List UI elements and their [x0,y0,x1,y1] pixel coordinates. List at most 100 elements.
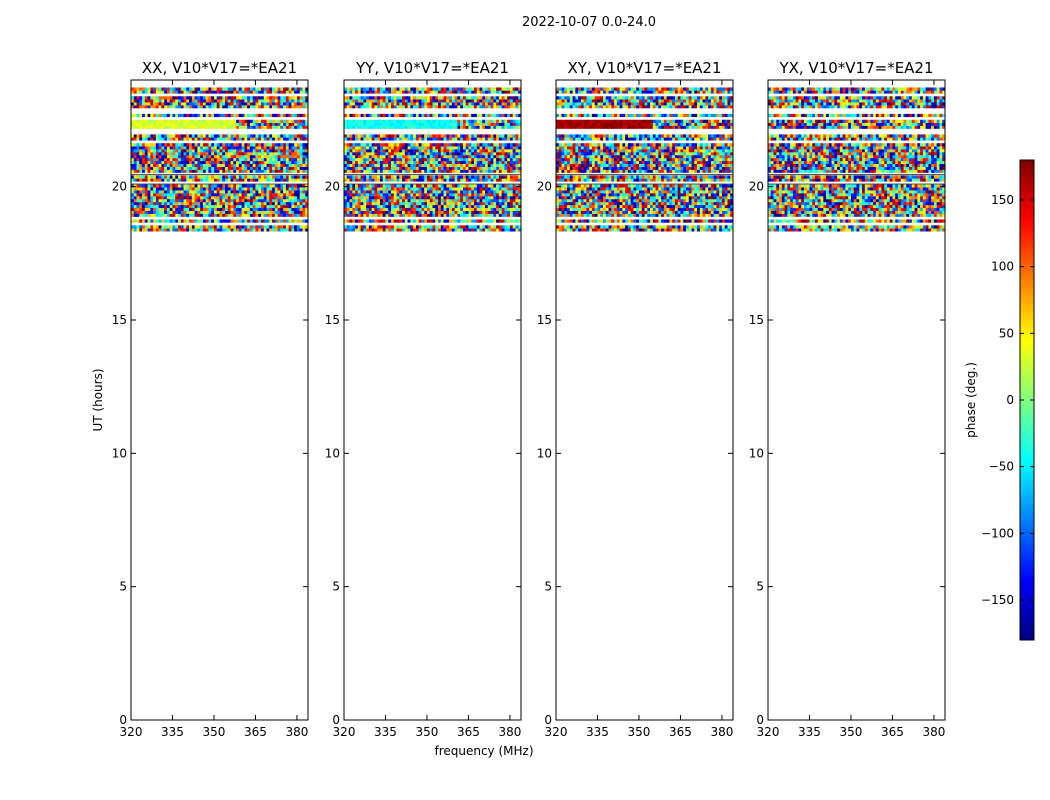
heatmap-cell [296,154,301,159]
heatmap-cell [252,210,256,214]
heatmap-cell [161,149,165,153]
heatmap-cell [473,96,478,100]
heatmap-cell [504,154,508,159]
heatmap-cell [175,213,179,217]
heatmap-cell [482,228,486,232]
heatmap-cell [424,137,428,141]
heatmap-cell [142,219,146,223]
heatmap-cell [352,175,356,179]
heatmap-cell [299,157,303,162]
heatmap-cell [407,213,411,217]
heatmap-cell [479,178,483,182]
heatmap-cell [493,219,497,223]
heatmap-cell [496,99,500,103]
heatmap-cell [485,210,489,214]
heatmap-cell [391,122,395,126]
heatmap-cell [285,87,289,91]
heatmap-cell [518,90,522,94]
heatmap-cell [368,210,372,214]
heatmap-cell [377,175,381,179]
heatmap-cell [457,184,461,188]
heatmap-cell [272,152,276,156]
heatmap-cell [393,146,397,150]
heatmap-cell [200,102,204,106]
heatmap-cell [344,163,348,167]
heatmap-cell [391,96,395,100]
heatmap-cell [344,169,348,173]
heatmap-cell [238,184,242,188]
heatmap-cell [512,210,516,214]
heatmap-cell [413,169,417,173]
heatmap-cell [451,105,455,109]
heatmap-cell [186,99,190,103]
heatmap-cell [498,184,502,188]
heatmap-cell [382,137,386,141]
heatmap-cell [260,178,265,182]
heatmap-cell [296,207,301,211]
heatmap-cell [263,113,267,118]
heatmap-cell [208,196,212,200]
heatmap-cell [379,228,384,232]
heatmap-cell [371,96,375,100]
heatmap-cell [249,187,253,191]
heatmap-cell [150,146,154,150]
heatmap-cell [426,154,431,159]
heatmap-cell [507,143,511,147]
heatmap-cell [260,152,265,156]
heatmap-cell [247,113,251,118]
heatmap-cell [172,178,176,182]
heatmap-cell [258,149,262,153]
heatmap-cell [509,169,514,173]
heatmap-cell [183,87,187,91]
heatmap-cell [382,175,386,179]
heatmap-cell [374,99,378,103]
heatmap-cell [496,187,500,191]
heatmap-cell [150,204,154,209]
heatmap-cell [158,169,162,173]
heatmap-cell [202,157,206,162]
heatmap-cell [382,196,386,200]
heatmap-cell [222,105,226,109]
heatmap-cell [625,228,629,232]
heatmap-cell [349,204,353,209]
heatmap-cell [407,201,411,206]
heatmap-cell [194,169,198,173]
heatmap-cell [446,105,450,109]
heatmap-cell [166,102,171,106]
heatmap-cell [172,125,176,129]
heatmap-cell [175,90,179,94]
heatmap-cell [213,210,218,214]
heatmap-cell [504,149,508,153]
heatmap-cell [379,190,384,194]
heatmap-cell [266,154,270,159]
heatmap-cell [255,207,259,211]
heatmap-cell [432,169,436,173]
heatmap-cell [485,160,489,165]
heatmap-cell [449,146,453,150]
heatmap-cell [708,228,712,232]
heatmap-cell [355,219,359,223]
heatmap-cell [194,102,198,106]
heatmap-cell [266,87,270,91]
heatmap-cell [449,96,453,100]
heatmap-cell [457,169,461,173]
heatmap-cell [360,149,364,153]
heatmap-cell [487,198,491,203]
heatmap-cell [205,152,209,156]
heatmap-cell [385,152,389,156]
heatmap-cell [225,146,229,150]
heatmap-cell [244,190,248,194]
heatmap-cell [379,204,384,209]
heatmap-cell [238,178,242,182]
heatmap-cell [175,204,179,209]
heatmap-cell [501,213,505,217]
heatmap-cell [382,96,386,100]
heatmap-cell [238,187,242,191]
heatmap-cell [360,122,364,126]
heatmap-cell [213,90,218,94]
heatmap-cell [244,219,248,223]
heatmap-cell [200,210,204,214]
heatmap-cell [388,175,392,179]
heatmap-cell [183,96,187,100]
